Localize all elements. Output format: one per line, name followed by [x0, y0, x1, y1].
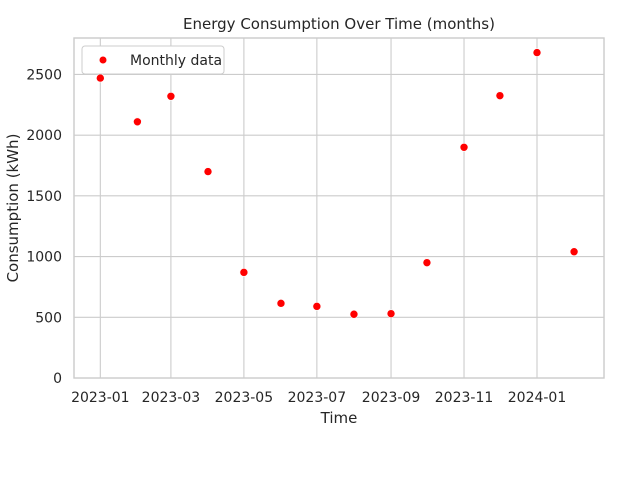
y-tick-label: 0	[53, 371, 62, 387]
x-tick-labels: 2023-01 2023-03 2023-05 2023-07 2023-09 2023-…	[71, 390, 566, 406]
x-tick-label: 2023-03	[142, 390, 201, 406]
x-axis-label: Time	[320, 409, 358, 427]
x-tick-label: 2024-01	[508, 390, 567, 406]
data-point	[276, 299, 286, 308]
data-point	[239, 268, 249, 277]
plot-frame	[73, 37, 605, 379]
legend-marker	[99, 56, 107, 64]
x-tick-label: 2023-09	[362, 390, 421, 406]
data-point	[532, 48, 542, 57]
data-point	[495, 91, 505, 100]
x-tick-label: 2023-05	[215, 390, 274, 406]
x-tick-label: 2023-01	[71, 390, 130, 406]
y-tick-label: 1500	[26, 189, 62, 205]
data-point	[422, 258, 432, 267]
y-tick-label: 2500	[26, 67, 62, 83]
y-tick-label: 1000	[26, 250, 62, 266]
plot-area	[73, 37, 605, 379]
data-point	[166, 91, 176, 101]
chart-title: Energy Consumption Over Time (months)	[183, 15, 495, 33]
data-point	[203, 167, 213, 176]
data-points	[96, 48, 579, 319]
y-tick-labels: 0 500 1000 1500 2000 2500	[26, 67, 62, 387]
data-point	[459, 142, 469, 152]
y-axis-label: Consumption (kWh)	[4, 134, 22, 283]
x-tick-label: 2023-07	[288, 390, 347, 406]
legend-box	[81, 45, 225, 75]
data-point	[569, 247, 579, 257]
data-point	[312, 302, 322, 311]
y-tick-label: 500	[35, 310, 62, 326]
legend: Monthly data	[81, 45, 225, 75]
data-point	[96, 73, 105, 83]
data-point	[386, 309, 396, 318]
y-tick-label: 2000	[26, 128, 62, 144]
x-tick-label: 2023-11	[435, 390, 494, 406]
data-point	[349, 309, 359, 319]
data-point	[133, 117, 142, 127]
legend-label: Monthly data	[130, 53, 222, 69]
